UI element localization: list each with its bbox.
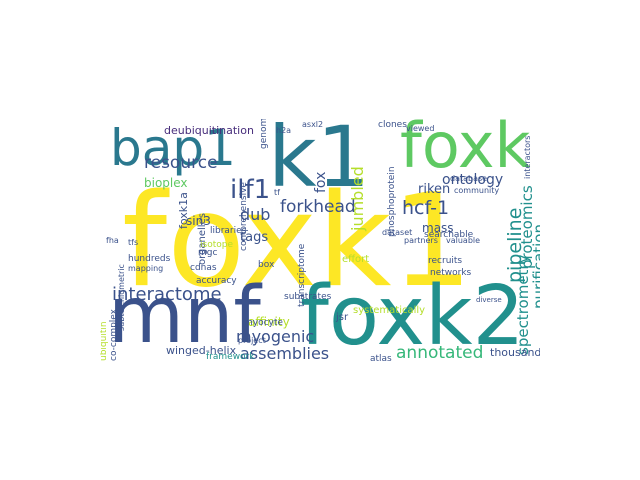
word-subtoichiometric: subtoichiometric [117, 264, 126, 331]
word-bap1: bap1 [110, 119, 236, 177]
word-systematically: systematically [353, 305, 426, 316]
word-dub: dub [240, 205, 271, 224]
word-foxk: foxk [400, 119, 531, 182]
word-ilf1: ilf1 [230, 175, 271, 205]
word-annotated: annotated [396, 343, 484, 363]
word-hcf1: hcf-1 [402, 197, 450, 219]
word-fox: fox [313, 171, 329, 193]
word-recruits: recruits [428, 256, 463, 266]
word-tf: tf [274, 188, 280, 197]
word-accuracy: accuracy [196, 276, 237, 286]
word-foxk2: foxk2 [300, 269, 525, 363]
word-deubiquitination: deubiquitination [164, 124, 254, 137]
word-winged-helix: winged-helix [166, 344, 237, 357]
word-searchable: searchable [424, 230, 474, 240]
word-purification: purification [530, 224, 540, 309]
word-resource: resource [144, 153, 218, 173]
word-community: community [454, 186, 500, 195]
word-h2a: h2a [276, 126, 292, 135]
word-framework: framework [206, 352, 255, 362]
word-jsr: jsr [336, 312, 349, 323]
word-phosphoprotein: phosphoprotein [387, 166, 397, 237]
word-ubiquitin: ubiquitin [100, 321, 109, 361]
word-mass: mass [422, 221, 454, 235]
word-thousands: thousands [490, 346, 540, 359]
word-bioplex: bioplex [144, 176, 188, 190]
word-riken: riken [418, 182, 451, 197]
word-cloud: foxk1 mnf foxk2 k1 foxk bap1 interactome… [100, 119, 540, 363]
word-libraries: libraries [210, 226, 247, 236]
word-forkhead: forkhead [280, 197, 356, 217]
word-partners: partners [404, 236, 438, 245]
word-spectrometry: spectrometry [514, 254, 532, 355]
word-foxk1: foxk1 [122, 167, 473, 316]
word-substrates: substrates [284, 292, 332, 302]
word-mgc: mgc [198, 248, 218, 258]
word-cdnas: cdnas [190, 263, 217, 273]
word-box: box [258, 260, 275, 270]
word-interactors: interactors [523, 135, 532, 179]
word-isotope: isotope [200, 240, 233, 250]
word-assemblies: assemblies [240, 344, 330, 363]
word-mapping: mapping [128, 264, 164, 273]
word-effort: effort [342, 254, 370, 265]
word-fha: fha [106, 236, 119, 245]
word-viewed: viewed [406, 124, 435, 133]
word-database: database [450, 174, 488, 183]
word-mnf: mnf [108, 271, 261, 361]
word-clones: clones [378, 120, 407, 130]
word-diverse: diverse [476, 296, 502, 304]
word-interactome: interactome [112, 284, 222, 305]
word-tags: tags [240, 230, 269, 245]
word-project: project [238, 336, 266, 345]
word-myocyte: myocyte [244, 318, 283, 328]
word-genome: genome [259, 119, 269, 149]
word-valuable: valuable [446, 236, 481, 245]
word-jumbled: jumbled [348, 166, 367, 231]
word-tfs: tfs [128, 238, 139, 247]
word-k1: k1 [268, 119, 371, 206]
word-dataset: dataset [382, 228, 413, 237]
word-networks: networks [430, 268, 472, 278]
word-hundreds: hundreds [128, 254, 171, 264]
word-affinity: affinity [248, 315, 290, 329]
word-asxl2: asxl2 [302, 120, 324, 129]
word-ontology: ontology [442, 172, 504, 188]
word-sin3: sin3 [186, 214, 211, 228]
word-myogenic: myogenic [236, 327, 315, 346]
word-atlas: atlas [370, 354, 392, 364]
